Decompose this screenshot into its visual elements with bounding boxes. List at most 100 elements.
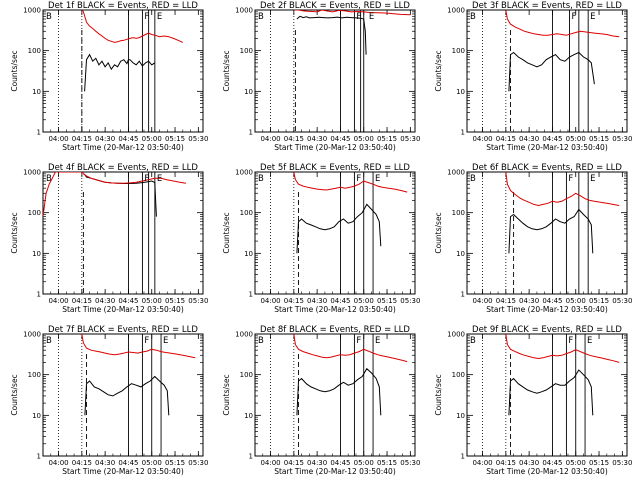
x-tick-label: 05:00 (566, 297, 586, 305)
x-tick-label: 04:00 (472, 135, 492, 143)
x-tick-label: 05:15 (377, 459, 397, 467)
y-tick-label: 1 (249, 291, 253, 299)
series-line-lld (293, 172, 408, 193)
x-tick-label: 04:00 (472, 297, 492, 305)
bracket-label: E (375, 336, 380, 346)
x-tick-label: 05:00 (354, 135, 374, 143)
panel-title: Det 3f BLACK = Events, RED = LLD (472, 1, 622, 11)
panel-letter: B (470, 336, 476, 346)
panel-title: Det 2f BLACK = Events, RED = LLD (260, 1, 410, 11)
plot-area (270, 334, 408, 456)
x-axis-label: Start Time (20-Mar-12 03:50:40) (62, 143, 184, 152)
y-tick-label: 1000 (235, 169, 253, 177)
series-line-events (296, 15, 367, 55)
x-tick-label: 05:00 (142, 297, 162, 305)
bracket-label: F (356, 336, 361, 346)
x-tick-label: 04:00 (48, 297, 68, 305)
x-tick-label: 04:15 (72, 297, 92, 305)
y-tick-label: 1000 (447, 7, 465, 15)
y-tick-label: 1 (37, 129, 41, 137)
y-axis-label: Counts/sec (222, 50, 231, 91)
bracket-label: F (144, 174, 149, 184)
x-axis-label: Start Time (20-Mar-12 03:50:40) (486, 143, 608, 152)
panel-2: Det 2f BLACK = Events, RED = LLD 1 10 100 10… (222, 1, 420, 152)
y-tick-label: 10 (32, 412, 41, 420)
x-tick-label: 05:30 (612, 459, 632, 467)
y-axis-label: Counts/sec (434, 374, 443, 415)
y-tick-label: 10 (244, 250, 253, 258)
y-tick-label: 100 (452, 47, 465, 55)
y-tick-label: 1 (461, 453, 465, 461)
x-tick-label: 04:45 (330, 297, 350, 305)
x-tick-label: 05:30 (400, 459, 420, 467)
y-axis-label: Counts/sec (10, 50, 19, 91)
panel-letter: B (470, 174, 476, 184)
plot-frame (42, 9, 204, 133)
series-line-lld (293, 10, 411, 16)
x-tick-label: 04:00 (260, 297, 280, 305)
plot-area (270, 172, 408, 294)
plot-frame (42, 171, 204, 295)
panel-7: Det 7f BLACK = Events, RED = LLD 1 10 100 10… (10, 325, 208, 476)
x-tick-label: 05:30 (400, 135, 420, 143)
x-tick-label: 04:15 (284, 459, 304, 467)
y-axis-label: Counts/sec (222, 212, 231, 253)
x-tick-label: 05:15 (377, 135, 397, 143)
x-tick-label: 05:15 (589, 297, 609, 305)
plot-area (58, 10, 184, 132)
plot-frame (254, 171, 416, 295)
y-tick-label: 1 (37, 453, 41, 461)
y-tick-label: 1 (249, 453, 253, 461)
y-tick-label: 10 (456, 412, 465, 420)
bracket-label: E (375, 174, 380, 184)
y-tick-label: 100 (240, 47, 253, 55)
plot-area (58, 334, 196, 456)
y-tick-label: 1 (461, 129, 465, 137)
x-tick-label: 04:30 (519, 459, 539, 467)
series-line-lld (505, 10, 620, 38)
x-tick-label: 05:15 (589, 459, 609, 467)
panel-9: Det 9f BLACK = Events, RED = LLD 1 10 100 10… (434, 325, 632, 476)
x-tick-label: 04:45 (542, 459, 562, 467)
panel-letter: B (46, 336, 52, 346)
series-line-lld (81, 10, 184, 43)
x-tick-label: 05:00 (566, 459, 586, 467)
x-tick-label: 04:30 (95, 459, 115, 467)
y-tick-label: 1 (249, 129, 253, 137)
panel-title: Det 5f BLACK = Events, RED = LLD (260, 163, 410, 173)
y-axis-label: Counts/sec (222, 374, 231, 415)
x-tick-label: 04:30 (519, 135, 539, 143)
x-tick-label: 04:45 (118, 297, 138, 305)
x-tick-label: 05:30 (188, 297, 208, 305)
x-tick-label: 04:00 (472, 459, 492, 467)
series-line-lld (293, 334, 408, 363)
plot-frame (254, 9, 416, 133)
x-tick-label: 05:15 (377, 297, 397, 305)
x-tick-label: 04:30 (307, 135, 327, 143)
series-line-lld (505, 172, 620, 207)
series-line-events (84, 53, 156, 92)
x-tick-label: 04:45 (118, 135, 138, 143)
y-tick-label: 100 (452, 371, 465, 379)
x-tick-label: 05:00 (354, 297, 374, 305)
x-tick-label: 04:30 (519, 297, 539, 305)
y-tick-label: 1000 (23, 7, 41, 15)
series-line-events (296, 203, 382, 254)
series-line-events (508, 369, 594, 416)
plot-frame (466, 9, 628, 133)
y-tick-label: 1000 (235, 7, 253, 15)
x-tick-label: 04:15 (496, 297, 516, 305)
x-tick-label: 05:30 (400, 297, 420, 305)
bracket-label: F (144, 12, 149, 22)
panel-letter: B (258, 12, 264, 22)
y-axis-label: Counts/sec (434, 212, 443, 253)
panel-3: Det 3f BLACK = Events, RED = LLD 1 10 100 10… (434, 1, 632, 152)
y-tick-label: 100 (28, 209, 41, 217)
x-axis-label: Start Time (20-Mar-12 03:50:40) (486, 305, 608, 314)
x-tick-label: 04:00 (48, 135, 68, 143)
panel-letter: B (258, 336, 264, 346)
x-tick-label: 04:45 (542, 135, 562, 143)
x-tick-label: 05:30 (188, 459, 208, 467)
panel-6: Det 6f BLACK = Events, RED = LLD 1 10 100 10… (434, 163, 632, 314)
